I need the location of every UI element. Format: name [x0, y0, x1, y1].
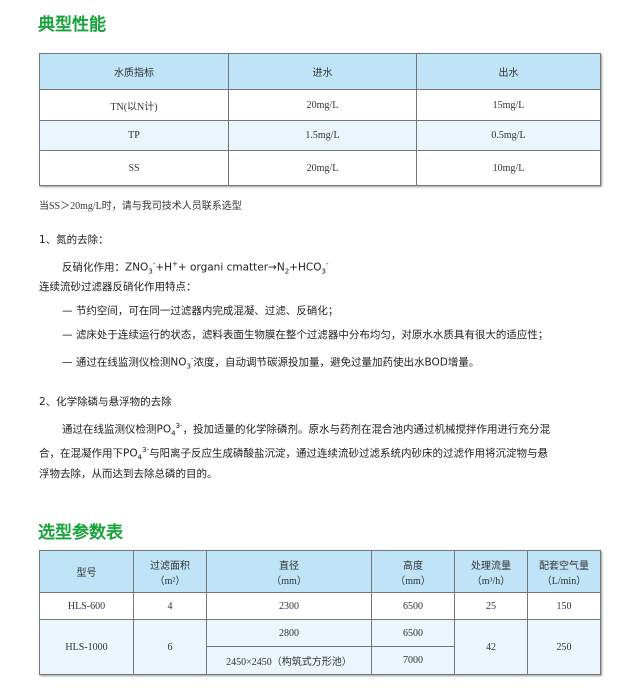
- cell: 0.5mg/L: [416, 120, 601, 151]
- table-row: HLS-600 4 2300 6500 25 150: [39, 592, 601, 620]
- cell: 150: [527, 592, 601, 620]
- header-cell: 配套空气量 （L/min）: [527, 550, 601, 593]
- cell: HLS-600: [39, 592, 134, 620]
- table-row: 2450×2450（构筑式方形池） 7000: [40, 646, 601, 675]
- cell: 15mg/L: [416, 89, 601, 121]
- header-cell: 直径 （mm）: [206, 550, 372, 593]
- cell: 25: [454, 592, 528, 620]
- header-cell: 处理流量 （m³/h）: [454, 550, 528, 593]
- paragraph-line: 合，在混凝作用下PO43-与阳离子反应生成磷酸盐沉淀，通过连续流砂过滤系统内砂床…: [39, 446, 549, 462]
- cell: TP: [39, 120, 229, 151]
- header-cell: 型号: [39, 550, 134, 593]
- cell: 42: [454, 619, 528, 675]
- cell: 6500: [371, 592, 455, 620]
- cell: 20mg/L: [228, 89, 417, 121]
- table-row: HLS-1000 6 2800 6500 42 250: [39, 619, 601, 675]
- feature-item: — 节约空间，可在同一过滤器内完成混凝、过滤、反硝化；: [62, 305, 339, 317]
- table-row: TP 1.5mg/L 0.5mg/L: [39, 120, 601, 151]
- cell: SS: [39, 150, 229, 186]
- header-cell: 高度 （mm）: [371, 550, 455, 593]
- paragraph-line: 浮物去除，从而达到去除总磷的目的。: [39, 468, 218, 480]
- cell: TN(以N计): [39, 89, 229, 121]
- denitrification-formula: 反硝化作用：ZNO3-+H++ organi cmatter→N2+HCO3-: [62, 260, 329, 276]
- cell: 6500: [371, 619, 455, 647]
- header-cell: 出水: [416, 53, 601, 90]
- cell: 2450×2450（构筑式方形池）: [206, 646, 372, 675]
- header-cell: 过滤面积 （m²）: [133, 550, 207, 593]
- paragraph-line: 通过在线监测仪检测PO43-，投加适量的化学除磷剂。原水与药剂在混合池内通过机械…: [62, 422, 551, 438]
- features-title: 连续流砂过滤器反硝化作用特点：: [39, 281, 197, 293]
- cell: 1.5mg/L: [228, 120, 417, 151]
- cell: 20mg/L: [228, 150, 417, 186]
- performance-table: 水质指标 进水 出水 TN(以N计) 20mg/L 15mg/L TP 1.5mg/L 0.…: [39, 53, 601, 186]
- table-row: SS 20mg/L 10mg/L: [39, 150, 601, 186]
- nitrogen-title: 1、氮的去除：: [39, 234, 109, 246]
- cell: 6: [133, 619, 207, 675]
- phosphorus-title: 2、化学除磷与悬浮物的去除: [39, 396, 172, 408]
- selection-table: 型号 过滤面积 （m²） 直径 （mm） 高度 （mm） 处理流量 （m³/h） 配套空…: [39, 550, 601, 675]
- cell: 4: [133, 592, 207, 620]
- feature-item: — 滤床处于连续运行的状态，滤料表面生物膜在整个过滤器中分布均匀，对原水水质具有…: [62, 329, 549, 341]
- cell: 7000: [371, 646, 455, 675]
- table-row: TN(以N计) 20mg/L 15mg/L: [39, 89, 601, 121]
- cell: 250: [527, 619, 601, 675]
- section-title-performance: 典型性能: [38, 15, 106, 35]
- feature-item: — 通过在线监测仪检测NO3-浓度，自动调节碳源投加量，避免过量加药使出水BOD…: [62, 355, 480, 371]
- cell: 2300: [206, 592, 372, 620]
- cell: 10mg/L: [416, 150, 601, 186]
- table-note: 当SS＞20mg/L时，请与我司技术人员联系选型: [39, 201, 242, 212]
- cell: HLS-1000: [39, 619, 134, 675]
- header-cell: 水质指标: [39, 53, 229, 90]
- cell: 2800: [206, 619, 372, 647]
- section-title-selection: 选型参数表: [38, 523, 123, 543]
- header-cell: 进水: [228, 53, 417, 90]
